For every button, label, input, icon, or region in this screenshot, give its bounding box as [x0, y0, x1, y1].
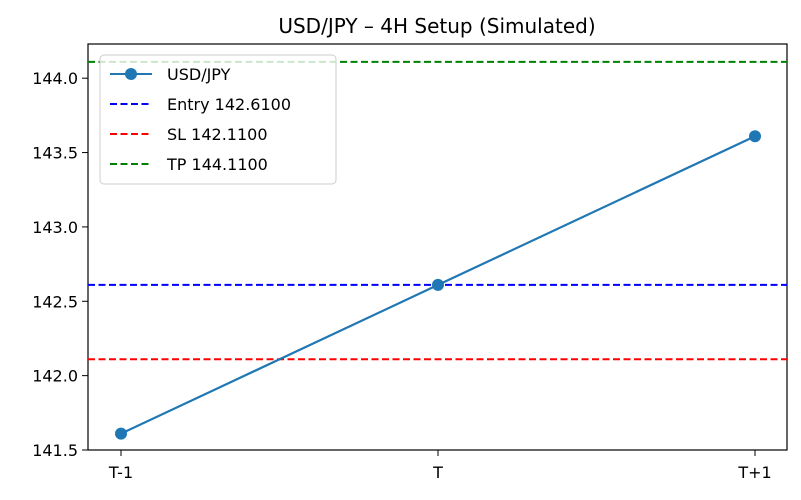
legend: USD/JPY Entry 142.6100 SL 142.1100 TP 144.1…: [99, 54, 337, 185]
y-axis: 141.5 142.0 142.5 143.0 143.5 144.0: [32, 69, 88, 460]
legend-label-3: TP 144.1100: [166, 155, 268, 174]
data-point-T-1: [115, 427, 127, 440]
legend-label-2: SL 142.1100: [167, 125, 268, 144]
y-tick-label: 141.5: [32, 441, 78, 460]
x-tick-label: T+1: [737, 463, 771, 482]
series-layer: [115, 130, 761, 440]
chart-title: USD/JPY – 4H Setup (Simulated): [278, 14, 595, 38]
legend-box: [99, 54, 337, 185]
x-tick-label: T-1: [108, 463, 133, 482]
legend-label-0: USD/JPY: [167, 65, 231, 84]
y-tick-label: 142.0: [32, 367, 78, 386]
y-tick-label: 143.5: [32, 144, 78, 163]
data-point-T: [432, 278, 444, 291]
data-point-T+1: [749, 130, 761, 143]
x-tick-label: T: [432, 463, 443, 482]
legend-marker-0: [125, 68, 137, 80]
x-axis: T-1 T T+1: [108, 450, 772, 482]
y-tick-label: 143.0: [32, 218, 78, 237]
legend-label-1: Entry 142.6100: [167, 95, 291, 114]
y-tick-label: 144.0: [32, 69, 78, 88]
y-tick-label: 142.5: [32, 292, 78, 311]
